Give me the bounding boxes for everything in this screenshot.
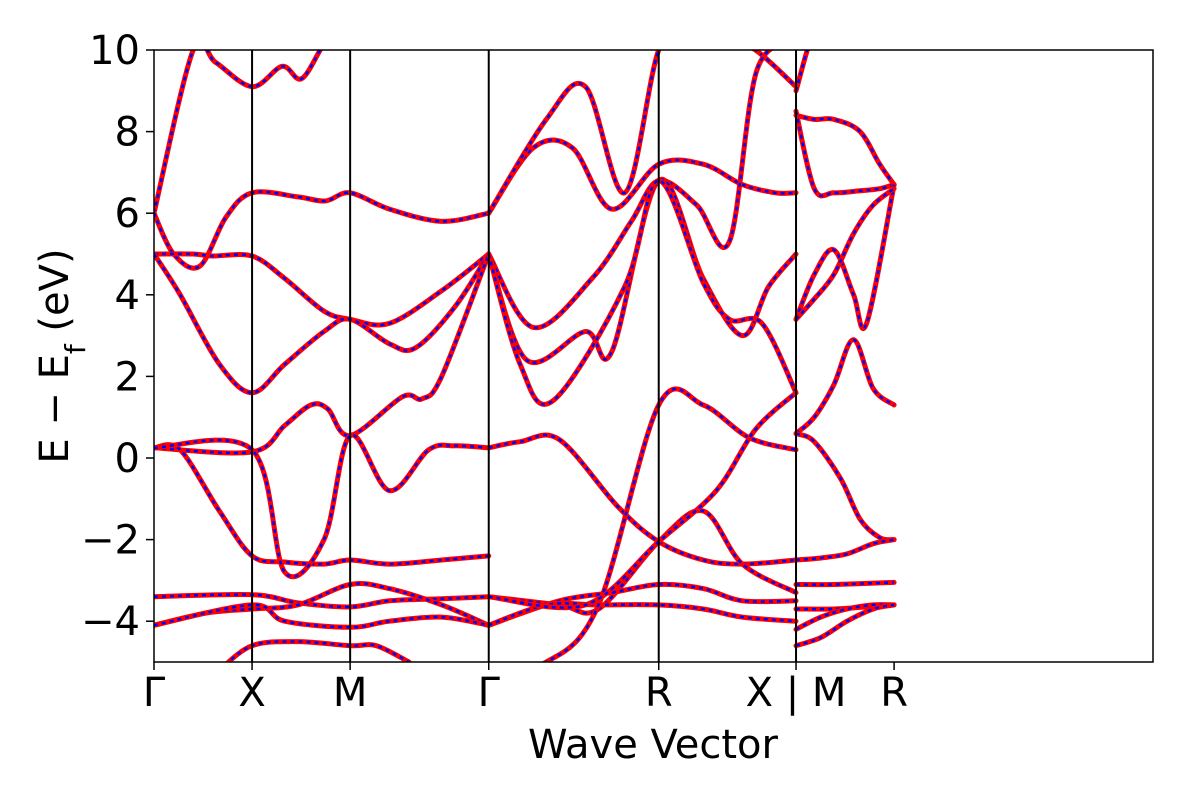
band-line-overlay-25: [794, 110, 895, 198]
band-line-4: [154, 251, 492, 396]
band-line-overlay-32: [795, 603, 895, 611]
x-tick-label: Γ: [143, 670, 166, 716]
y-tick-label: 0: [115, 436, 140, 482]
band-line-22: [486, 390, 799, 611]
x-tick-label: R: [645, 670, 673, 716]
band-line-overlay-15: [487, 178, 797, 364]
band-line-overlay-28: [795, 338, 895, 435]
band-line-overlay-22: [488, 391, 797, 609]
x-tick-label: Γ: [478, 670, 501, 716]
band-line-overlay-12: [487, 138, 797, 214]
y-axis-ticks: −4 −2 0 2 4 6 8 10: [81, 28, 154, 645]
band-line-10: [154, 602, 492, 630]
band-line-overlay-7: [154, 433, 489, 578]
band-line-overlay-27: [795, 187, 895, 321]
band-line-overlay-4: [154, 253, 490, 394]
y-tick-label: −4: [81, 599, 140, 645]
band-line-30: [793, 537, 897, 563]
y-tick-label: 2: [115, 354, 140, 400]
band-line-overlay-11: [226, 640, 410, 662]
y-axis-title-subscript: f: [59, 343, 92, 354]
x-axis-ticks: Γ X M Γ R X | M R: [143, 662, 908, 716]
x-tick-label: X | M: [746, 670, 847, 716]
y-tick-label: −2: [81, 518, 140, 564]
band-line-overlay-24: [795, 114, 896, 186]
band-line-overlay-5: [154, 253, 490, 455]
band-line-5: [154, 251, 492, 456]
x-tick-label: M: [333, 670, 368, 716]
band-line-overlay-21: [543, 387, 797, 662]
y-tick-label: 6: [115, 191, 140, 237]
band-line-overlay-17: [488, 433, 797, 566]
kpoint-dividers: [251, 50, 798, 662]
band-line-overlay-6: [154, 443, 489, 566]
band-line-overlay-20: [488, 602, 797, 627]
plot-frame: [153, 49, 1154, 663]
band-line-overlay-23: [794, 50, 809, 92]
x-tick-label: R: [880, 670, 908, 716]
band-line-overlay-1: [154, 50, 322, 214]
band-line-overlay-10: [154, 603, 489, 629]
band-line-16: [486, 178, 799, 407]
band-lines: [154, 50, 897, 662]
y-tick-label: 10: [89, 28, 140, 74]
band-line-23: [793, 50, 810, 94]
y-axis-title-unit: (eV): [32, 248, 78, 344]
band-line-2: [154, 189, 492, 271]
y-axis-title: E − Ef (eV): [32, 248, 92, 463]
y-axis-title-main: E − E: [32, 354, 78, 464]
y-tick-label: 8: [115, 110, 140, 156]
band-line-1: [154, 50, 324, 216]
x-tick-label: X: [238, 670, 265, 716]
band-line-28: [793, 337, 897, 436]
band-line-31: [793, 579, 897, 588]
x-axis-title: Wave Vector: [528, 722, 779, 768]
band-line-overlay-16: [487, 179, 798, 406]
band-line-7: [154, 432, 492, 580]
band-line-overlay-13: [487, 50, 797, 214]
band-line-overlay-29: [795, 432, 895, 542]
y-tick-label: 4: [115, 273, 140, 319]
band-line-overlay-30: [795, 538, 895, 562]
band-line-overlay-19: [488, 583, 797, 627]
band-line-overlay-34: [795, 603, 895, 647]
band-line-overlay-8: [154, 593, 489, 609]
band-line-overlay-26: [794, 184, 896, 330]
band-line-overlay-3: [154, 252, 490, 327]
band-line-15: [486, 176, 799, 365]
